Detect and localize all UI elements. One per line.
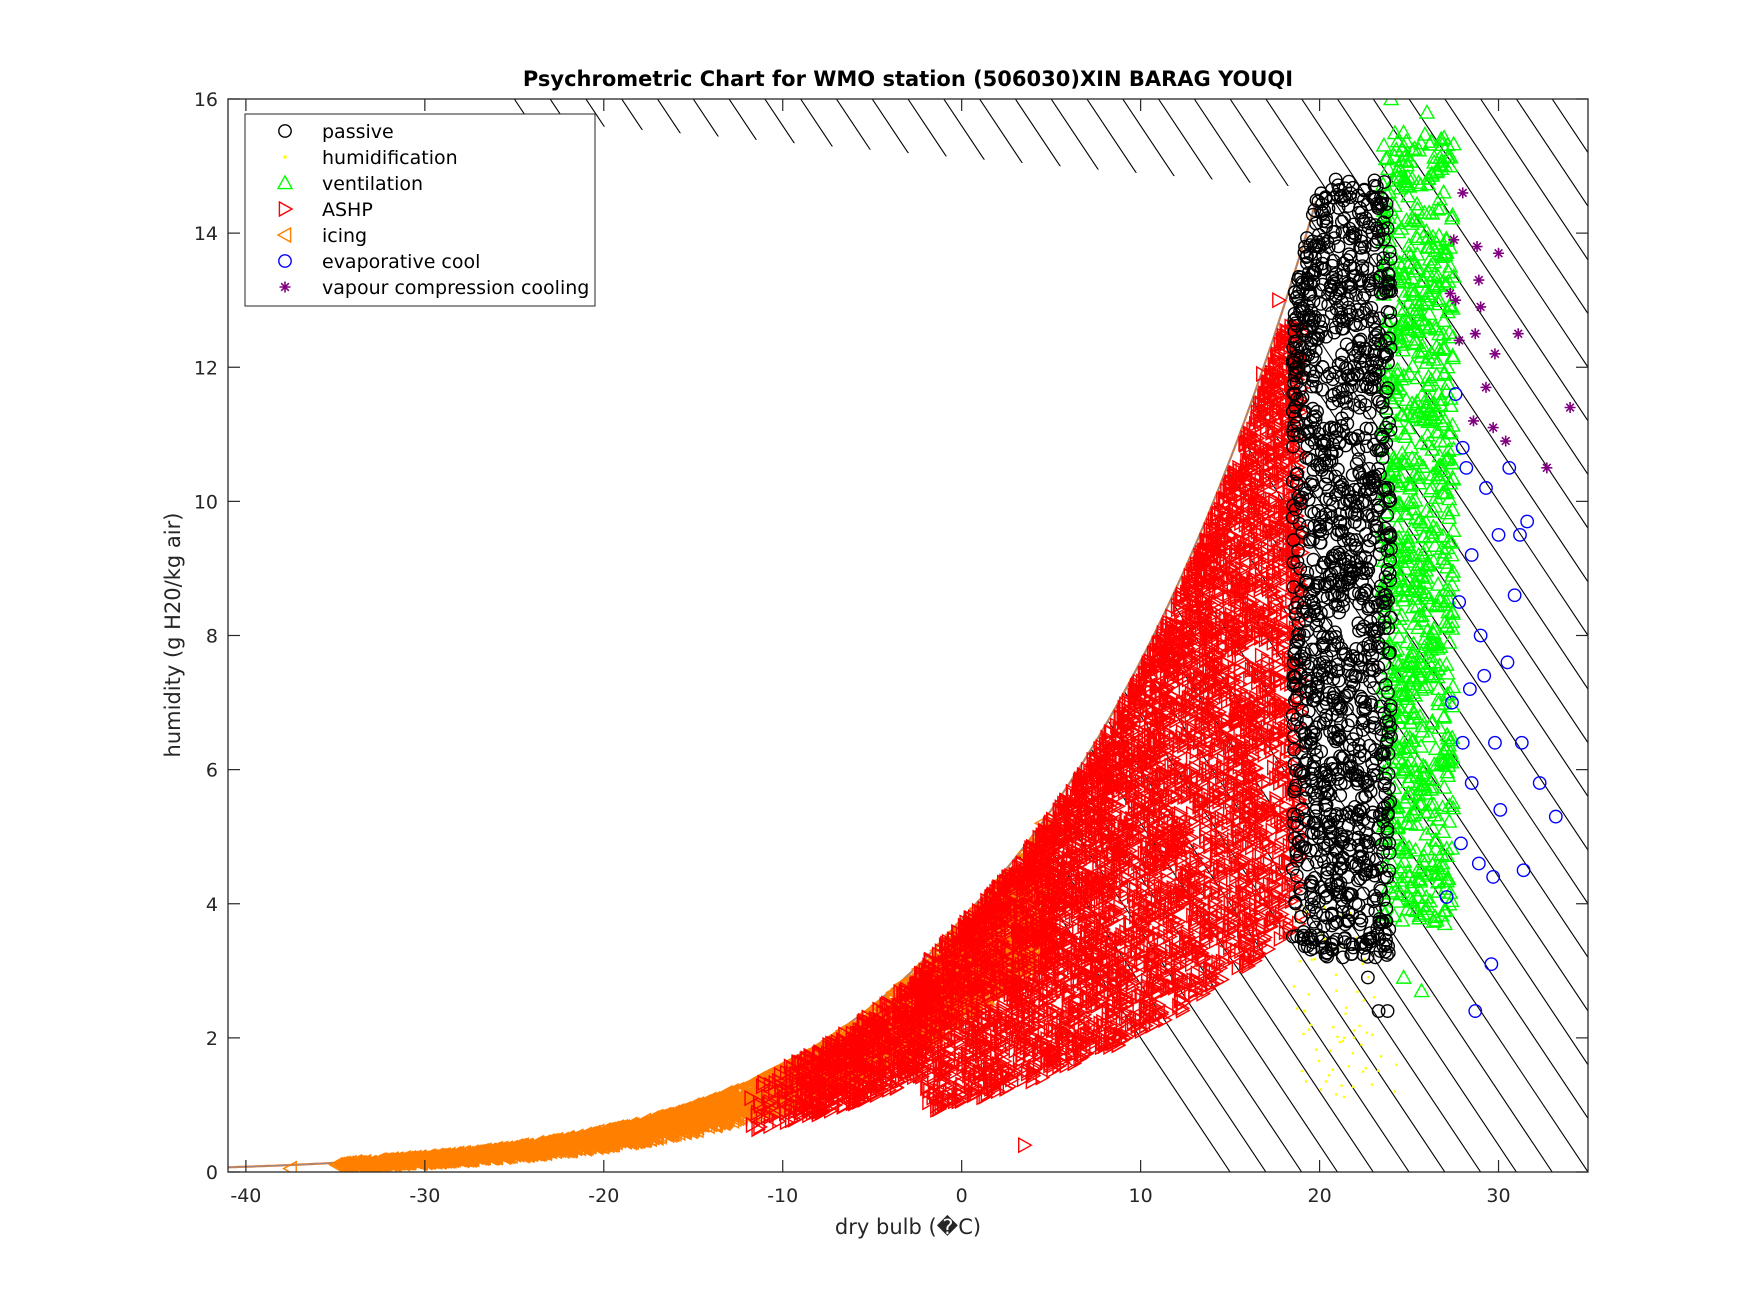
icing-point (711, 1097, 726, 1115)
icing-point (694, 1100, 709, 1117)
scatter-points-layer (282, 99, 1576, 1172)
icing-point (348, 1156, 364, 1172)
icing-point (708, 1097, 723, 1114)
hatch-line (1408, 99, 1588, 369)
icing-point (717, 1086, 733, 1104)
icing-point (693, 1113, 709, 1130)
icing-point (462, 1151, 478, 1168)
icing-point (727, 1085, 743, 1103)
icing-point (601, 1121, 617, 1138)
icing-point (740, 1108, 756, 1125)
icing-point (499, 1142, 514, 1160)
icing-point (738, 1078, 754, 1096)
icing-point (634, 1120, 650, 1137)
icing-point (599, 1136, 615, 1154)
icing-point (554, 1137, 570, 1155)
icing-point (610, 1126, 626, 1143)
icing-point (696, 1093, 712, 1111)
icing-point (674, 1111, 690, 1128)
icing-point (648, 1128, 664, 1145)
icing-point (508, 1138, 524, 1155)
icing-point (683, 1105, 698, 1123)
icing-point (677, 1124, 692, 1141)
unsaturated-mask (228, 99, 1320, 1172)
icing-point (726, 1092, 742, 1110)
icing-point (703, 1111, 718, 1129)
icing-point (437, 1152, 453, 1169)
icing-point (708, 1107, 724, 1124)
icing-point (736, 1096, 751, 1114)
hatch-line (1444, 99, 1588, 315)
icing-point (733, 1093, 748, 1110)
icing-point (562, 1131, 578, 1149)
hatch-line (1337, 99, 1588, 476)
icing-point (398, 1151, 414, 1169)
icing-point (718, 1106, 733, 1124)
hatch-line (1372, 99, 1588, 422)
icing-point (661, 1112, 676, 1130)
icing-point (583, 1126, 599, 1143)
icing-point (639, 1120, 655, 1137)
